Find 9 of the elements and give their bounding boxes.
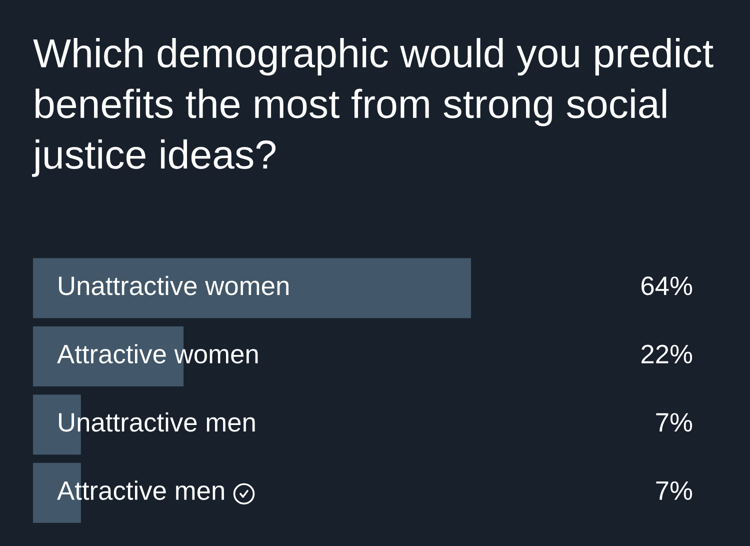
y-tick-label: Attractive women	[57, 344, 258, 364]
chart-title: Which demographic would you predict benefits the most from strong social justice ideas?	[32, 38, 714, 177]
y-tick-label: Unattractive men	[59, 412, 255, 432]
y-tick-label: Attractive men	[57, 480, 224, 500]
data-label: 64%	[642, 276, 692, 296]
data-label: 7%	[656, 413, 692, 432]
data-label: 7%	[656, 481, 692, 500]
y-tick-label: Unattractive women	[59, 276, 288, 296]
data-label: 22%	[642, 344, 692, 364]
